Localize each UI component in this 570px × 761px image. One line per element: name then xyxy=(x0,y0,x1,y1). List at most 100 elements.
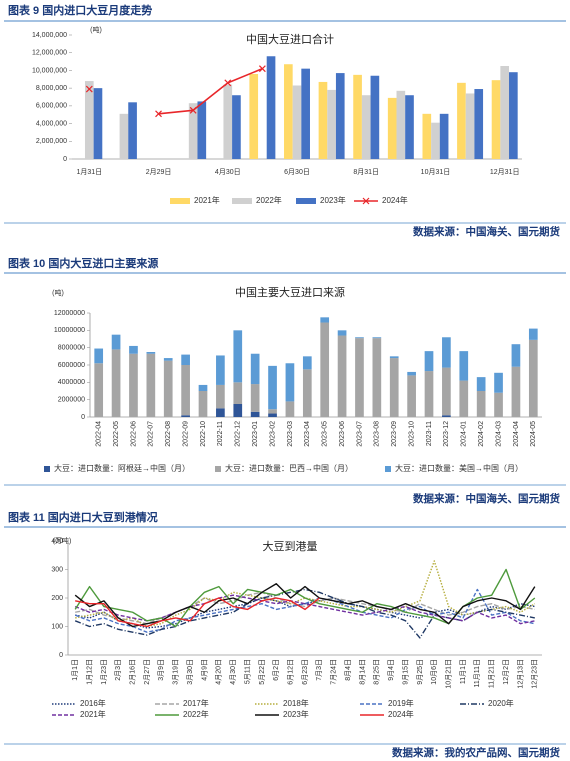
bar-segment xyxy=(511,344,521,367)
bar xyxy=(335,73,345,159)
bar-segment xyxy=(198,391,208,417)
x-tick-label: 2023-08 xyxy=(374,421,381,447)
bar xyxy=(509,72,518,159)
chart-title: 中国主要大豆进口来源 xyxy=(235,285,345,299)
x-tick-label: 8月4日 xyxy=(344,659,352,681)
x-tick-label: 10月31日 xyxy=(421,168,451,176)
x-tick-label: 2024-03 xyxy=(495,421,502,447)
legend-label: 大豆：进口数量：阿根廷→中国（月） xyxy=(54,463,190,473)
bar-segment xyxy=(407,371,416,376)
bar-segment xyxy=(181,354,190,365)
source: 数据来源：中国海关、国元期货 xyxy=(412,225,560,238)
heading: 图表 10 国内大豆进口主要来源 xyxy=(8,256,158,270)
legend-label: 2016年 xyxy=(80,698,106,708)
y-axis-unit: (万吨) xyxy=(53,536,72,545)
bar xyxy=(284,64,293,159)
legend-label: 2023年 xyxy=(320,195,346,205)
bar xyxy=(422,113,432,159)
bar-segment xyxy=(494,392,503,417)
bar xyxy=(431,122,440,159)
y-tick-label: 12000000 xyxy=(54,310,85,317)
bar-segment xyxy=(163,358,173,361)
bar xyxy=(128,102,137,159)
x-tick-label: 8月25日 xyxy=(373,659,381,685)
bar-segment xyxy=(459,351,469,381)
bar xyxy=(405,95,414,159)
y-tick-label: 4000000 xyxy=(58,379,85,386)
bar xyxy=(249,73,259,159)
bar xyxy=(84,81,94,159)
source: 数据来源：中国海关、国元期货 xyxy=(412,492,560,505)
line xyxy=(74,583,536,628)
bar xyxy=(266,56,276,159)
x-tick-label: 2月29日 xyxy=(146,168,172,176)
bar xyxy=(232,95,241,159)
x-tick-label: 1月1日 xyxy=(71,659,79,681)
x-tick-label: 2023-12 xyxy=(443,421,450,447)
line xyxy=(158,67,263,115)
bar-segment xyxy=(372,338,382,417)
x-tick-label: 2022-08 xyxy=(165,421,172,447)
x-tick-label: 5月11日 xyxy=(243,659,251,684)
x-tick-label: 9月4日 xyxy=(387,659,395,681)
x-tick-label: 2023-09 xyxy=(391,421,398,447)
bar-segment xyxy=(233,382,243,404)
bar-segment xyxy=(302,369,312,417)
bar-segment xyxy=(476,377,486,391)
x-tick-label: 2022-05 xyxy=(113,421,120,447)
bar-segment xyxy=(181,415,190,417)
bar-segment xyxy=(268,409,277,414)
bar-segment xyxy=(129,345,138,354)
bar xyxy=(396,90,406,159)
x-tick-label: 2022-04 xyxy=(96,421,103,447)
x-tick-label: 2024-05 xyxy=(530,421,537,447)
bar-segment xyxy=(111,349,121,417)
bar-segment xyxy=(424,371,434,417)
bar-segment xyxy=(285,363,295,402)
marker xyxy=(155,110,162,118)
bar-segment xyxy=(442,415,451,417)
y-tick-label: 12,000,000 xyxy=(32,50,67,57)
legend-label: 2021年 xyxy=(80,709,106,719)
legend-swatch xyxy=(170,198,190,204)
legend-label: 2020年 xyxy=(488,698,514,708)
bar-segment xyxy=(355,337,364,339)
bar xyxy=(361,95,371,159)
x-tick-label: 11月21日 xyxy=(488,659,496,688)
bar-segment xyxy=(355,338,364,417)
bar-segment xyxy=(494,372,503,393)
x-tick-label: 2022-11 xyxy=(217,421,224,446)
bar-segment xyxy=(250,411,260,417)
y-tick-label: 6000000 xyxy=(58,362,85,369)
x-tick-label: 1月23日 xyxy=(100,659,108,685)
bar-segment xyxy=(372,337,382,339)
legend-label: 2021年 xyxy=(194,195,220,205)
x-tick-label: 2023-04 xyxy=(304,421,311,447)
bar xyxy=(93,88,103,159)
x-tick-label: 7月3日 xyxy=(315,659,323,681)
bar-segment xyxy=(285,401,295,417)
x-tick-label: 7月24日 xyxy=(330,659,338,685)
legend-label: 2019年 xyxy=(388,698,414,708)
y-axis-unit: (吨) xyxy=(52,288,64,297)
x-tick-label: 2月16日 xyxy=(128,659,136,685)
bar xyxy=(292,85,302,159)
bar xyxy=(318,81,328,159)
y-tick-label: 10,000,000 xyxy=(32,67,67,74)
legend-label: 2022年 xyxy=(256,195,282,205)
bar xyxy=(387,97,397,159)
bar-segment xyxy=(94,348,104,364)
bar xyxy=(439,113,449,159)
bar-segment xyxy=(216,384,225,409)
x-tick-label: 2024-04 xyxy=(513,421,520,447)
legend-label: 大豆：进口数量：美国→中国（月） xyxy=(395,463,523,473)
x-tick-label: 11月1日 xyxy=(459,659,467,684)
line xyxy=(74,588,535,639)
line xyxy=(75,597,535,629)
bar-segment xyxy=(320,322,330,417)
x-tick-label: 4月20日 xyxy=(215,659,223,685)
bar-segment xyxy=(111,334,121,350)
x-tick-label: 2024-01 xyxy=(461,421,468,447)
x-tick-label: 6月12日 xyxy=(286,659,294,685)
x-tick-label: 3月9日 xyxy=(157,659,165,681)
